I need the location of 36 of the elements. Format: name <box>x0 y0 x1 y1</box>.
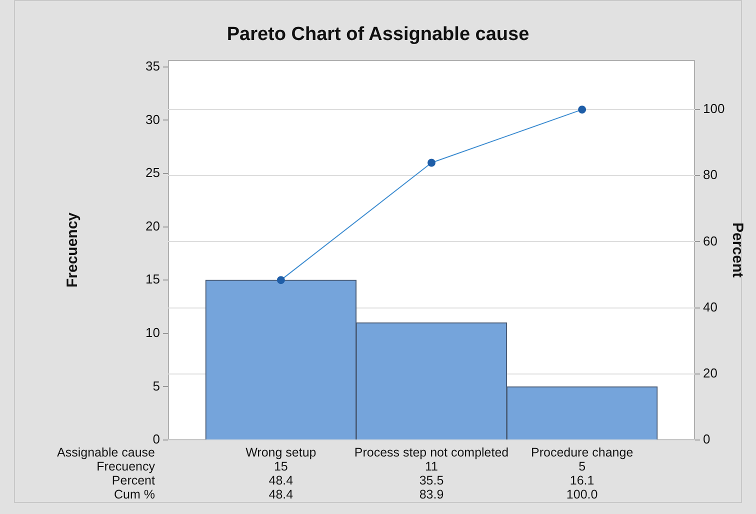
data-label: 5 <box>578 459 586 474</box>
text: 48.4 <box>268 473 294 488</box>
text: Cum % <box>114 487 155 502</box>
data-label: 48.4 <box>268 487 294 502</box>
x-tick-label: Wrong setup <box>246 445 316 460</box>
y-tick-label: 10 <box>146 324 160 340</box>
y2-tick-label: 40 <box>703 299 718 314</box>
x-tick-label: Process step not completed <box>354 445 509 460</box>
x-axis-title: Assignable cause <box>57 445 156 460</box>
y2-tick-label: 0 <box>703 432 710 447</box>
chart-title: Pareto Chart of Assignable cause <box>226 24 530 46</box>
y2-tick-label: 20 <box>703 365 718 380</box>
data-label: 100.0 <box>566 487 598 502</box>
y2-axis-title: Percent <box>728 222 746 278</box>
point <box>276 276 285 284</box>
y-tick-label: 35 <box>146 58 160 74</box>
y-axis-title: Frecuency <box>64 212 82 288</box>
point <box>428 158 436 167</box>
y-tick-label: 0 <box>152 432 160 447</box>
y-tick-label: 30 <box>146 112 160 127</box>
y-tick-label: 15 <box>146 272 160 287</box>
text: Frecuency <box>96 459 156 474</box>
text: 16.1 <box>570 473 594 488</box>
data-label: 15 <box>274 459 288 474</box>
data-label: 83.9 <box>419 487 444 502</box>
y-tick-label: 25 <box>146 165 160 180</box>
x-tick-label: Procedure change <box>530 445 634 460</box>
y-tick-label: 5 <box>152 378 160 394</box>
point <box>578 106 586 114</box>
text: 35.5 <box>419 473 444 488</box>
y2-tick-label: 80 <box>703 167 718 182</box>
y2-tick-label: 60 <box>703 233 718 248</box>
data-label: 11 <box>425 459 438 474</box>
text: Percent <box>112 473 156 488</box>
y2-tick-label: 100 <box>703 101 725 116</box>
y-tick-label: 20 <box>146 218 160 234</box>
